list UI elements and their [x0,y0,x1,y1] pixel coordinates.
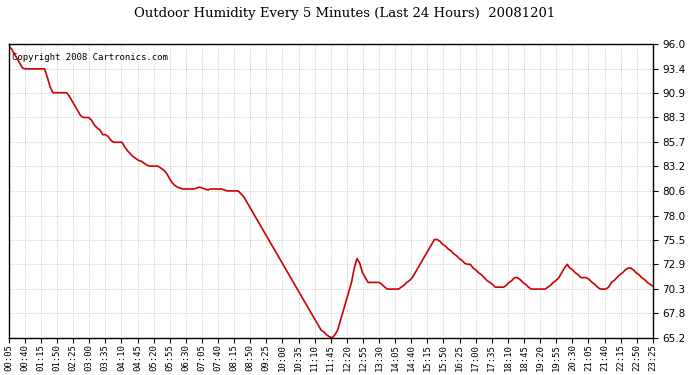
Text: Copyright 2008 Cartronics.com: Copyright 2008 Cartronics.com [12,53,168,62]
Text: Outdoor Humidity Every 5 Minutes (Last 24 Hours)  20081201: Outdoor Humidity Every 5 Minutes (Last 2… [135,8,555,21]
